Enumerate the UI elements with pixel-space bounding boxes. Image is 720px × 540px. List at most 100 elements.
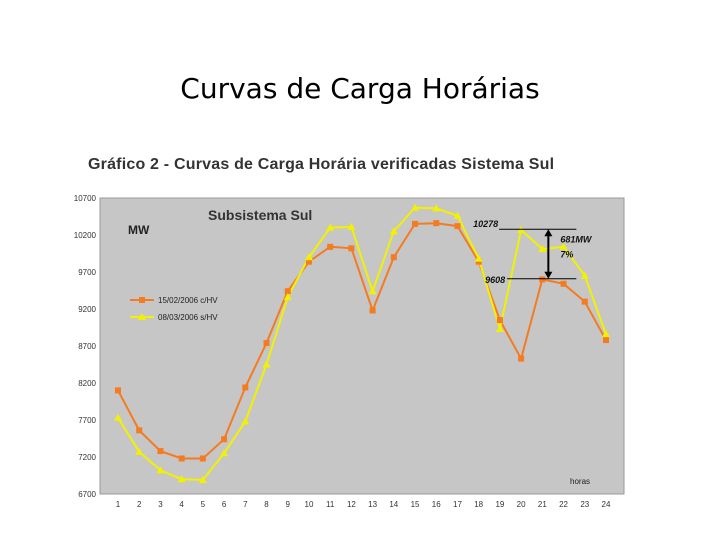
data-point-series-2 — [326, 223, 335, 231]
x-tick-label: 18 — [474, 500, 483, 509]
data-point-series-1 — [454, 223, 461, 230]
data-point-series-2 — [538, 245, 547, 253]
load-curve-chart: 10700 10200 9700 9200 8700 8200 7700 7200 6700 1… — [74, 194, 625, 509]
data-point-series-1 — [496, 317, 503, 324]
plot-area — [99, 197, 625, 495]
data-point-series-2 — [559, 242, 568, 250]
y-tick-label: 9700 — [78, 268, 96, 277]
x-tick-label: 10 — [305, 500, 314, 509]
data-point-series-2 — [474, 254, 483, 262]
data-point-series-2 — [580, 271, 589, 279]
data-point-series-2 — [198, 475, 207, 483]
x-tick-label: 6 — [222, 500, 227, 509]
data-point-series-2 — [241, 417, 250, 425]
data-point-series-1 — [581, 298, 588, 305]
data-point-series-2 — [262, 360, 271, 368]
x-tick-label: 11 — [326, 500, 335, 509]
annotation-arrow-head-down — [544, 271, 553, 279]
legend: 15/02/2006 c/HV 08/03/2006 s/HV — [130, 296, 218, 322]
x-tick-label: 19 — [495, 500, 504, 509]
x-tick-label: 20 — [517, 500, 526, 509]
data-point-series-1 — [369, 307, 376, 314]
y-tick-label: 10200 — [74, 231, 97, 240]
x-tick-label: 8 — [264, 500, 269, 509]
data-point-series-1 — [390, 254, 397, 261]
data-point-series-2 — [453, 211, 462, 219]
data-point-series-1 — [199, 455, 206, 462]
x-tick-label: 7 — [243, 500, 248, 509]
series-line-2 — [117, 206, 607, 481]
data-point-series-1 — [603, 337, 609, 344]
x-tick-label: 12 — [347, 500, 356, 509]
x-tick-label: 3 — [158, 500, 163, 509]
data-point-series-1 — [560, 280, 567, 287]
data-point-series-2 — [177, 475, 186, 483]
data-point-series-2 — [304, 253, 313, 261]
difference-annotation: 10278 9608 681MW 7% — [473, 219, 593, 285]
data-point-series-1 — [157, 448, 164, 455]
x-tick-label: 4 — [179, 500, 184, 509]
series-line-1 — [117, 222, 607, 460]
data-point-series-2 — [220, 449, 229, 457]
legend-label-series-2: 08/03/2006 s/HV — [158, 313, 218, 322]
annotation-difference-percent: 7% — [560, 250, 573, 260]
data-point-series-1 — [242, 384, 249, 391]
x-tick-label: 16 — [432, 500, 441, 509]
chart-title: Gráfico 2 - Curvas de Carga Horária veri… — [88, 156, 555, 173]
y-tick-label: 7700 — [78, 416, 96, 425]
y-tick-label: 7200 — [78, 453, 96, 462]
x-tick-label: 21 — [538, 500, 547, 509]
x-tick-label: 24 — [602, 500, 611, 509]
data-point-series-2 — [432, 204, 441, 212]
x-tick-label: 5 — [201, 500, 206, 509]
data-point-series-1 — [263, 340, 270, 347]
data-point-series-2 — [135, 447, 144, 455]
legend-marker-series-2 — [138, 313, 146, 320]
legend-label-series-1: 15/02/2006 c/HV — [158, 296, 218, 305]
data-point-series-2 — [114, 413, 122, 421]
y-tick-label: 8200 — [78, 379, 96, 388]
annotation-value-bottom: 9608 — [485, 275, 505, 285]
data-point-series-1 — [518, 355, 525, 362]
x-tick-label: 22 — [559, 500, 568, 509]
data-point-series-1 — [221, 436, 228, 443]
x-axis-label: horas — [570, 477, 590, 486]
data-point-series-1 — [327, 243, 334, 250]
x-tick-label: 13 — [368, 500, 377, 509]
x-tick-label: 2 — [137, 500, 142, 509]
data-point-series-2 — [368, 287, 377, 295]
x-tick-label: 9 — [286, 500, 291, 509]
x-tick-label: 17 — [453, 500, 462, 509]
data-point-series-1 — [115, 387, 121, 394]
slide-title: Curvas de Carga Horárias — [180, 72, 540, 105]
data-point-series-1 — [305, 258, 312, 265]
chart-subtitle: Subsistema Sul — [208, 207, 312, 223]
y-tick-label: 6700 — [78, 490, 96, 499]
data-point-series-2 — [347, 222, 356, 230]
data-point-series-2 — [602, 330, 610, 338]
data-point-series-2 — [411, 203, 420, 211]
data-point-series-1 — [178, 455, 185, 462]
data-point-series-1 — [412, 220, 419, 227]
data-point-series-1 — [433, 220, 440, 227]
data-point-series-2 — [283, 293, 292, 301]
data-point-series-2 — [156, 466, 165, 474]
data-point-series-2 — [495, 324, 504, 332]
legend-marker-series-1 — [139, 297, 145, 303]
x-tick-label: 23 — [580, 500, 589, 509]
data-point-series-2 — [389, 227, 398, 235]
annotation-arrow-head-up — [544, 229, 553, 237]
data-point-series-1 — [539, 276, 546, 283]
annotation-difference-mw: 681MW — [560, 235, 593, 245]
x-tick-label: 15 — [411, 500, 420, 509]
y-tick-label: 10700 — [74, 194, 97, 203]
data-point-series-1 — [136, 427, 143, 434]
x-tick-label: 14 — [389, 500, 398, 509]
data-point-series-1 — [348, 245, 355, 252]
data-point-series-1 — [284, 288, 291, 295]
annotation-value-top: 10278 — [473, 219, 498, 229]
x-tick-label: 1 — [116, 500, 121, 509]
y-tick-label: 9200 — [78, 305, 96, 314]
y-axis-label: MW — [128, 223, 150, 237]
y-tick-label: 8700 — [78, 342, 96, 351]
